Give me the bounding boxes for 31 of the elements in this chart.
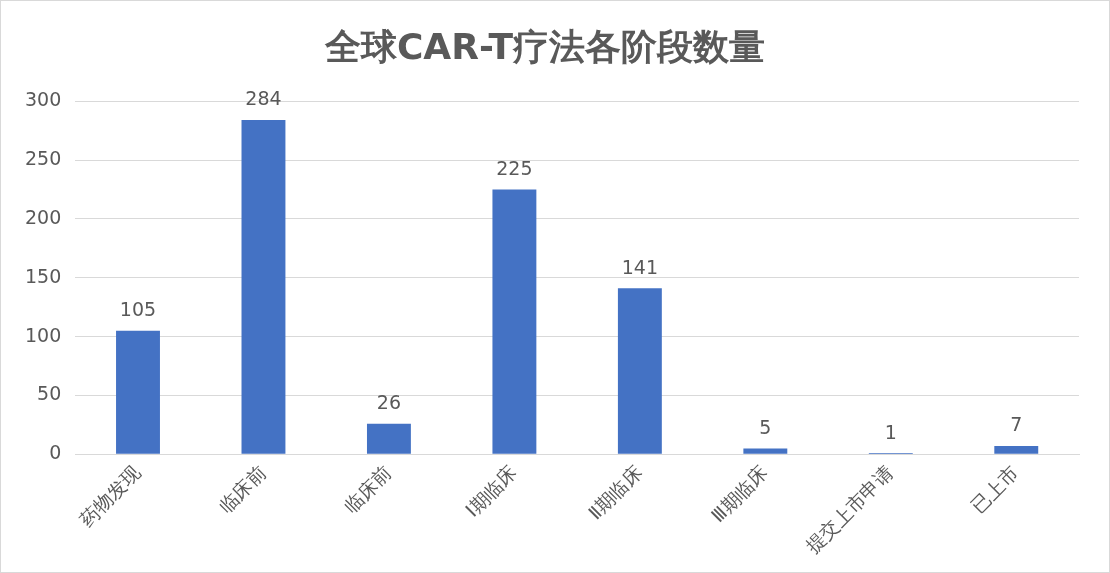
data-label: 1 — [884, 420, 897, 443]
bar — [116, 330, 160, 454]
y-tick-label: 50 — [37, 382, 62, 405]
x-tick-label: 已上市 — [966, 461, 1023, 517]
bar — [617, 288, 662, 454]
x-tick-label: 药物发现 — [75, 461, 145, 531]
x-tick-label: Ⅱ期临床 — [583, 461, 647, 524]
y-tick-label: 0 — [49, 441, 62, 464]
y-tick-label: 250 — [25, 146, 62, 169]
x-tick-label: 临床前 — [339, 461, 396, 517]
x-tick-label: Ⅲ期临床 — [706, 461, 772, 527]
data-label: 105 — [119, 298, 157, 321]
bar — [492, 189, 537, 454]
y-tick-label: 100 — [25, 323, 62, 346]
bar — [743, 448, 788, 454]
chart-title: 全球CAR-T疗法各阶段数量 — [323, 25, 766, 67]
x-tick-label: Ⅰ期临床 — [460, 461, 521, 521]
data-label: 26 — [376, 391, 402, 414]
x-tick-label: 提交上市申请 — [800, 461, 898, 558]
data-label: 284 — [245, 87, 282, 110]
bar — [994, 446, 1039, 454]
data-label: 225 — [496, 156, 533, 179]
bar — [241, 120, 286, 454]
bar — [366, 423, 411, 454]
y-tick-label: 300 — [25, 88, 62, 111]
data-label: 5 — [759, 415, 772, 438]
y-tick-label: 200 — [25, 205, 62, 228]
x-tick-label: 临床前 — [213, 461, 270, 517]
y-tick-label: 150 — [25, 264, 62, 287]
data-label: 141 — [621, 255, 658, 278]
data-label: 7 — [1010, 413, 1023, 436]
